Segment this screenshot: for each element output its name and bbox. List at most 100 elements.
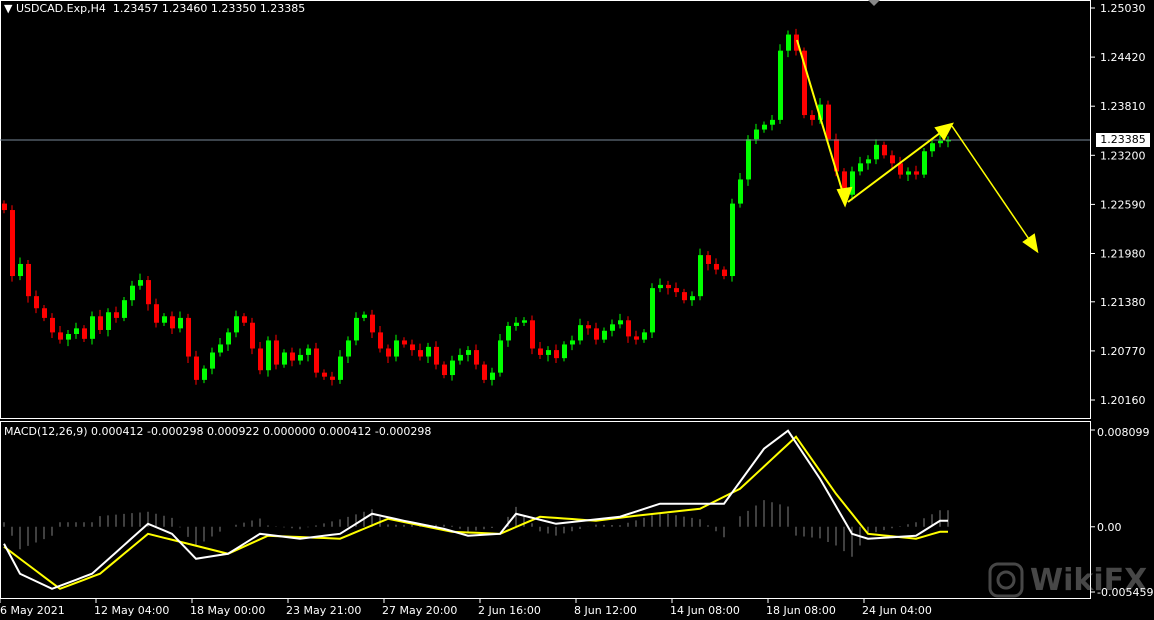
candle (890, 155, 895, 164)
macd-y-tick-label: 0.008099 (1097, 426, 1150, 439)
candle (914, 171, 919, 175)
candle (410, 344, 415, 351)
candle (386, 348, 391, 357)
y-tick-label: 1.21380 (1100, 296, 1146, 309)
arrow-up-line[interactable] (847, 126, 949, 203)
candle (842, 171, 847, 195)
candle (938, 140, 943, 144)
y-tick-label: 1.25030 (1100, 2, 1146, 15)
x-tick-label: 23 May 21:00 (286, 604, 361, 617)
candle (186, 317, 191, 357)
candle (258, 348, 263, 371)
candle (50, 317, 55, 333)
candle (682, 292, 687, 301)
candle (786, 34, 791, 51)
candle (522, 320, 527, 323)
candle (10, 210, 15, 277)
candle (306, 348, 311, 355)
candle (234, 316, 239, 333)
candle (450, 360, 455, 376)
candle (586, 325, 591, 329)
candle (738, 179, 743, 204)
candle (882, 144, 887, 156)
candle (282, 352, 287, 365)
candle (474, 350, 479, 365)
candle (666, 284, 671, 289)
candle (578, 325, 583, 341)
candle (274, 340, 279, 365)
candle (810, 115, 815, 120)
main-pane-border (0, 0, 1091, 419)
candles (2, 28, 951, 386)
chart-shift-marker[interactable] (868, 0, 880, 6)
candle (322, 372, 327, 377)
macd-indicator (3, 429, 949, 590)
y-tick-label: 1.24420 (1100, 51, 1146, 64)
candle (346, 340, 351, 357)
candle (514, 322, 519, 326)
arrow-down-line[interactable] (796, 39, 846, 201)
candle (674, 288, 679, 293)
candle (418, 350, 423, 357)
candle (402, 340, 407, 345)
candle (466, 350, 471, 355)
candle (874, 144, 879, 160)
candle (762, 124, 767, 130)
candle (698, 255, 703, 297)
candle (162, 316, 167, 323)
candle (546, 350, 551, 355)
candle (330, 376, 335, 380)
candle (442, 364, 447, 376)
candle (2, 203, 7, 211)
candle (394, 340, 399, 357)
x-tick-label: 14 Jun 08:00 (670, 604, 740, 617)
y-tick-label: 1.23200 (1100, 149, 1146, 162)
candle (906, 171, 911, 175)
y-tick-label: 1.23810 (1100, 100, 1146, 113)
candle (730, 203, 735, 277)
arrow-projection-line[interactable] (951, 125, 1034, 246)
y-tick-label: 1.20770 (1100, 345, 1146, 358)
candle (490, 372, 495, 380)
symbol-label: USDCAD.Exp,H4 (15, 2, 106, 15)
x-tick-label: 18 May 00:00 (190, 604, 265, 617)
wikifx-watermark: WikiFX (988, 562, 1147, 598)
candle (458, 354, 463, 361)
x-tick-label: 12 May 04:00 (94, 604, 169, 617)
candle (298, 354, 303, 361)
candle (866, 159, 871, 164)
candle (650, 288, 655, 333)
candle (506, 325, 511, 341)
candle (594, 328, 599, 340)
candle (250, 322, 255, 349)
candle (378, 332, 383, 349)
candle (530, 320, 535, 349)
candle (602, 330, 607, 340)
candle (898, 163, 903, 175)
candle (794, 34, 799, 51)
candle (922, 151, 927, 175)
x-tick-label: 24 Jun 04:00 (862, 604, 932, 617)
candle (642, 332, 647, 340)
x-tick-label: 27 May 20:00 (382, 604, 457, 617)
x-tick-label: 8 Jun 12:00 (574, 604, 637, 617)
candle (226, 332, 231, 345)
candle (130, 285, 135, 301)
arrow-head-icon (934, 122, 954, 141)
candle (626, 320, 631, 337)
candle (434, 346, 439, 365)
ohlc-values: 1.23457 1.23460 1.23350 1.23385 (112, 2, 306, 15)
x-tick-label: 2 Jun 16:00 (478, 604, 541, 617)
macd-header: MACD(12,26,9) 0.000412 -0.000298 0.00092… (4, 425, 432, 438)
candle (194, 356, 199, 380)
candle (426, 346, 431, 357)
macd-main-line (3, 429, 948, 590)
candle (562, 344, 567, 359)
candle (634, 336, 639, 340)
candle (618, 320, 623, 325)
candle (338, 356, 343, 380)
candle (202, 368, 207, 380)
candle (314, 348, 319, 373)
candle (290, 352, 295, 361)
